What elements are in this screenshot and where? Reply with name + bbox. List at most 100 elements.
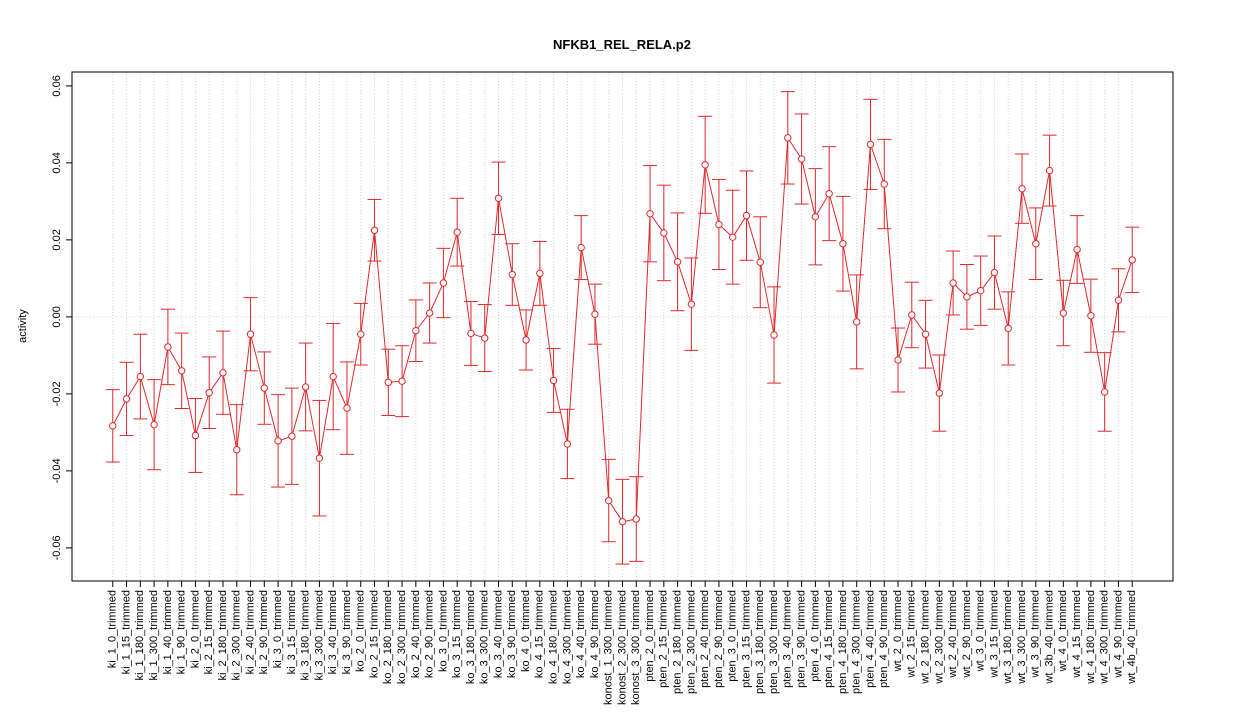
y-tick-label: -0.06	[51, 535, 63, 560]
data-point	[1087, 312, 1095, 320]
x-tick-label: pten_4_300_trimmed	[851, 590, 863, 694]
data-point	[439, 279, 448, 287]
data-point	[990, 268, 999, 277]
x-tick-label: wt_4_180_trimmed	[1085, 590, 1097, 685]
data-point	[756, 258, 764, 266]
x-tick-label: pten_4_0_trimmed	[809, 590, 821, 682]
data-point	[398, 377, 406, 385]
x-tick-label: wt_4_15_trimmed	[1071, 590, 1083, 678]
x-tick-label: ki_1_180_trimmed	[134, 590, 146, 681]
data-point	[963, 293, 971, 301]
data-point	[701, 161, 709, 169]
x-tick-label: ko_4_180_trimmed	[548, 590, 560, 684]
data-point	[949, 279, 957, 287]
data-point	[660, 229, 668, 237]
data-point	[770, 331, 778, 339]
data-point	[825, 189, 833, 198]
y-tick-label: -0.02	[51, 381, 63, 406]
x-tick-label: ki_3_90_trimmed	[341, 590, 353, 674]
x-tick-label: ki_3_300_trimmed	[313, 590, 325, 681]
x-tick-label: ko_4_300_trimmed	[561, 590, 573, 684]
x-tick-label: wt_2_40_trimmed	[947, 590, 959, 678]
data-point	[122, 395, 131, 403]
x-tick-label: wt_3b_40_trimmed	[1043, 590, 1055, 685]
x-tick-label: ko_4_0_trimmed	[520, 590, 532, 672]
x-tick-label: ki_2_15_trimmed	[203, 590, 215, 674]
x-tick-label: pten_4_90_trimmed	[878, 590, 890, 688]
x-tick-label: ki_3_15_trimmed	[286, 590, 298, 674]
x-tick-label: konost_2_300_trimmed	[616, 590, 628, 705]
x-tick-label: wt_4b_40_trimmed	[1126, 590, 1138, 685]
x-tick-label: ki_2_0_trimmed	[189, 590, 201, 668]
y-tick-label: 0.00	[51, 306, 63, 327]
x-tick-label: ki_1_0_trimmed	[107, 590, 119, 668]
data-point	[274, 437, 282, 445]
data-point	[811, 213, 820, 221]
x-tick-label: pten_2_180_trimmed	[672, 590, 684, 694]
x-tick-label: wt_3_180_trimmed	[1002, 590, 1014, 685]
data-point	[1059, 309, 1068, 317]
chart-title: NFKB1_REL_RELA.p2	[553, 37, 691, 52]
data-point	[646, 209, 654, 218]
data-point	[453, 228, 461, 236]
data-point	[687, 300, 696, 308]
data-point	[343, 404, 351, 412]
y-tick-label: -0.04	[51, 458, 63, 483]
data-point	[508, 270, 516, 279]
data-point	[494, 194, 503, 202]
data-point	[618, 518, 627, 526]
y-tick-label: 0.04	[51, 152, 63, 173]
x-tick-label: ki_1_300_trimmed	[148, 590, 160, 681]
data-point	[894, 356, 902, 364]
data-point	[605, 496, 613, 505]
data-point	[329, 372, 337, 381]
data-point	[315, 454, 324, 462]
data-point	[715, 220, 723, 229]
x-tick-label: ki_1_40_trimmed	[162, 590, 174, 674]
x-tick-label: wt_2_15_trimmed	[906, 590, 918, 678]
data-point	[357, 330, 365, 338]
data-point	[1128, 256, 1136, 264]
x-tick-label: pten_2_300_trimmed	[685, 590, 697, 694]
x-tick-label: wt_2_0_trimmed	[892, 590, 904, 672]
y-tick-label: 0.06	[51, 75, 63, 96]
data-point	[797, 155, 806, 163]
data-point	[742, 211, 751, 220]
data-point	[673, 258, 682, 266]
data-point	[632, 515, 640, 523]
data-point	[976, 286, 985, 295]
data-point	[1114, 296, 1123, 305]
x-tick-label: pten_2_90_trimmed	[713, 590, 725, 688]
data-point	[246, 330, 255, 338]
data-point	[481, 334, 489, 342]
x-tick-label: ko_3_40_trimmed	[492, 590, 504, 678]
x-tick-label: pten_3_15_trimmed	[740, 590, 752, 688]
x-tick-label: pten_2_0_trimmed	[644, 590, 656, 682]
x-tick-label: ko_2_180_trimmed	[382, 590, 394, 684]
x-tick-label: wt_2_300_trimmed	[933, 590, 945, 685]
data-point	[839, 240, 847, 248]
data-point	[729, 233, 737, 241]
x-tick-label: wt_3_0_trimmed	[975, 590, 987, 672]
x-tick-label: ko_2_0_trimmed	[355, 590, 367, 672]
data-point	[233, 446, 241, 454]
data-point	[370, 226, 379, 234]
x-tick-label: konost_3_300_trimmed	[630, 590, 642, 705]
x-tick-label: wt_3_300_trimmed	[1016, 590, 1028, 685]
x-tick-label: pten_4_180_trimmed	[837, 590, 849, 694]
x-tick-label: wt_3_15_trimmed	[988, 590, 1000, 678]
x-tick-label: ki_2_300_trimmed	[231, 590, 243, 681]
data-point	[288, 432, 296, 440]
x-tick-label: ko_3_0_trimmed	[437, 590, 449, 672]
data-point	[908, 311, 916, 319]
y-axis-label: activity	[17, 309, 29, 343]
x-tick-label: ki_3_40_trimmed	[327, 590, 339, 674]
data-point	[205, 389, 213, 397]
data-point	[150, 420, 158, 429]
data-point	[136, 372, 145, 381]
x-tick-label: pten_2_15_trimmed	[658, 590, 670, 688]
x-tick-label: wt_4_90_trimmed	[1112, 590, 1124, 678]
x-tick-label: ki_1_90_trimmed	[176, 590, 188, 674]
x-tick-label: konost_1_300_trimmed	[603, 590, 615, 705]
